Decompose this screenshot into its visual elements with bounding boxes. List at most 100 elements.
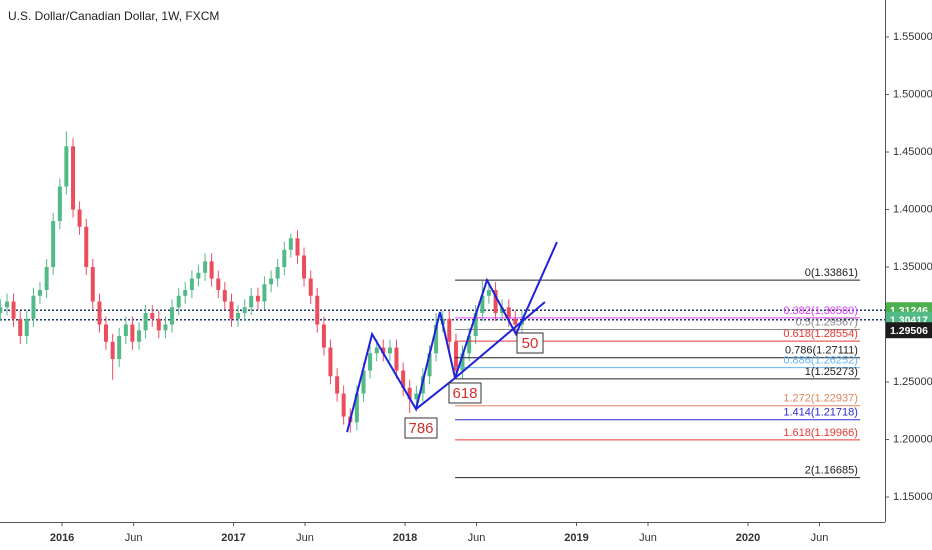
candle-body [427, 353, 432, 377]
annotation-box [516, 332, 544, 354]
annotation-box [404, 417, 438, 439]
y-tick-label: 1.20000 [893, 433, 932, 445]
fib-label: 0.382(1.30580) [783, 305, 858, 317]
candle-body [143, 313, 148, 331]
candle-body [453, 341, 458, 371]
annotation-label: 786 [408, 420, 433, 437]
candle-body [110, 341, 115, 360]
candle-body [262, 284, 267, 302]
candle-body [18, 318, 23, 337]
candle-body [486, 290, 491, 296]
fib-label: 0(1.33861) [805, 267, 858, 279]
candle-body [321, 324, 326, 348]
candle-body [176, 295, 181, 308]
plot-area: 0(1.33861) 0.382(1.30580)0.5(1.29567)0.61… [0, 131, 885, 479]
candle-body [5, 301, 10, 308]
fib-label: 1.414(1.21718) [783, 407, 858, 419]
candle-body [71, 146, 76, 210]
candle-body [315, 295, 320, 325]
candle-body [295, 238, 300, 256]
y-tick-label: 1.35000 [893, 261, 932, 273]
candle-body [467, 336, 472, 354]
x-tick-label: 2017 [221, 532, 245, 544]
pattern-line [454, 301, 546, 379]
y-tick-label: 1.15000 [893, 491, 932, 503]
candle-body [493, 290, 498, 314]
annotation-label: 618 [452, 385, 477, 402]
candle-body [288, 238, 293, 250]
candle-body [269, 278, 274, 285]
candle-body [31, 295, 36, 319]
candle-body [394, 347, 399, 371]
candle-body [407, 387, 412, 400]
annotation-label: 50 [522, 335, 539, 352]
candle-body [335, 376, 340, 394]
candle-body [328, 347, 333, 377]
x-tick-label: Jun [639, 532, 657, 544]
candle-body [434, 324, 439, 354]
candle-body [513, 318, 518, 325]
candle-body [361, 370, 366, 394]
candle-body [123, 324, 128, 337]
candle-body [163, 324, 168, 331]
candle-body [150, 313, 155, 319]
x-tick-label: Jun [125, 532, 143, 544]
x-tick-label: 2016 [50, 532, 74, 544]
candle-body [282, 249, 287, 268]
candle-body [255, 295, 260, 302]
candle-body [24, 318, 29, 337]
candle-body [103, 324, 108, 342]
candle-body [242, 307, 247, 314]
candle-body [97, 301, 102, 325]
candle-body [216, 278, 221, 291]
x-tick-label: 2019 [564, 532, 588, 544]
candle-body [368, 353, 373, 371]
x-tick-label: Jun [468, 532, 486, 544]
fib-label: 0.786(1.27111) [785, 345, 858, 357]
candle-body [354, 393, 359, 423]
candle-body [302, 255, 307, 279]
x-tick-label: Jun [811, 532, 829, 544]
fib-label: 2(1.16685) [805, 465, 858, 477]
candle-body [11, 301, 16, 319]
candle-body [209, 261, 214, 279]
fib-label: 1.272(1.22937) [783, 393, 858, 405]
candle-body [387, 347, 392, 354]
y-tick-label: 1.25000 [893, 376, 932, 388]
y-tick-label: 1.55000 [893, 31, 932, 43]
fib-label: 1(1.25273) [805, 366, 858, 378]
candle-body [506, 307, 511, 319]
candle-body [183, 290, 188, 296]
x-tick-label: 2020 [736, 532, 760, 544]
candle-body [0, 307, 3, 314]
candle-body [189, 278, 194, 291]
x-tick-label: 2018 [393, 532, 417, 544]
candle-body [196, 272, 201, 279]
candle-body [156, 318, 161, 331]
candle-body [203, 261, 208, 273]
pattern-line [454, 241, 558, 379]
candle-body [236, 313, 241, 319]
candle-body [414, 393, 419, 400]
candle-body [473, 313, 478, 337]
candle-body [77, 209, 82, 227]
fib-label: 0.618(1.28554) [783, 328, 858, 340]
candle-body [374, 347, 379, 354]
fib-label: 0.886(1.26252) [783, 355, 858, 367]
candle-body [169, 307, 174, 325]
candle-body [84, 226, 89, 268]
candle-body [447, 318, 452, 342]
y-tick-label: 1.50000 [893, 88, 932, 100]
candle-body [229, 301, 234, 319]
candle-body [381, 347, 386, 354]
fib-label: 1.618(1.19966) [783, 427, 858, 439]
candle-body [37, 290, 42, 296]
candle-body [308, 278, 313, 296]
fib-label: 0.5(1.29567) [796, 316, 858, 328]
candle-body [222, 290, 227, 302]
candle-body [137, 330, 142, 342]
y-tick-label: 1.40000 [893, 203, 932, 215]
candle-body [64, 146, 69, 187]
